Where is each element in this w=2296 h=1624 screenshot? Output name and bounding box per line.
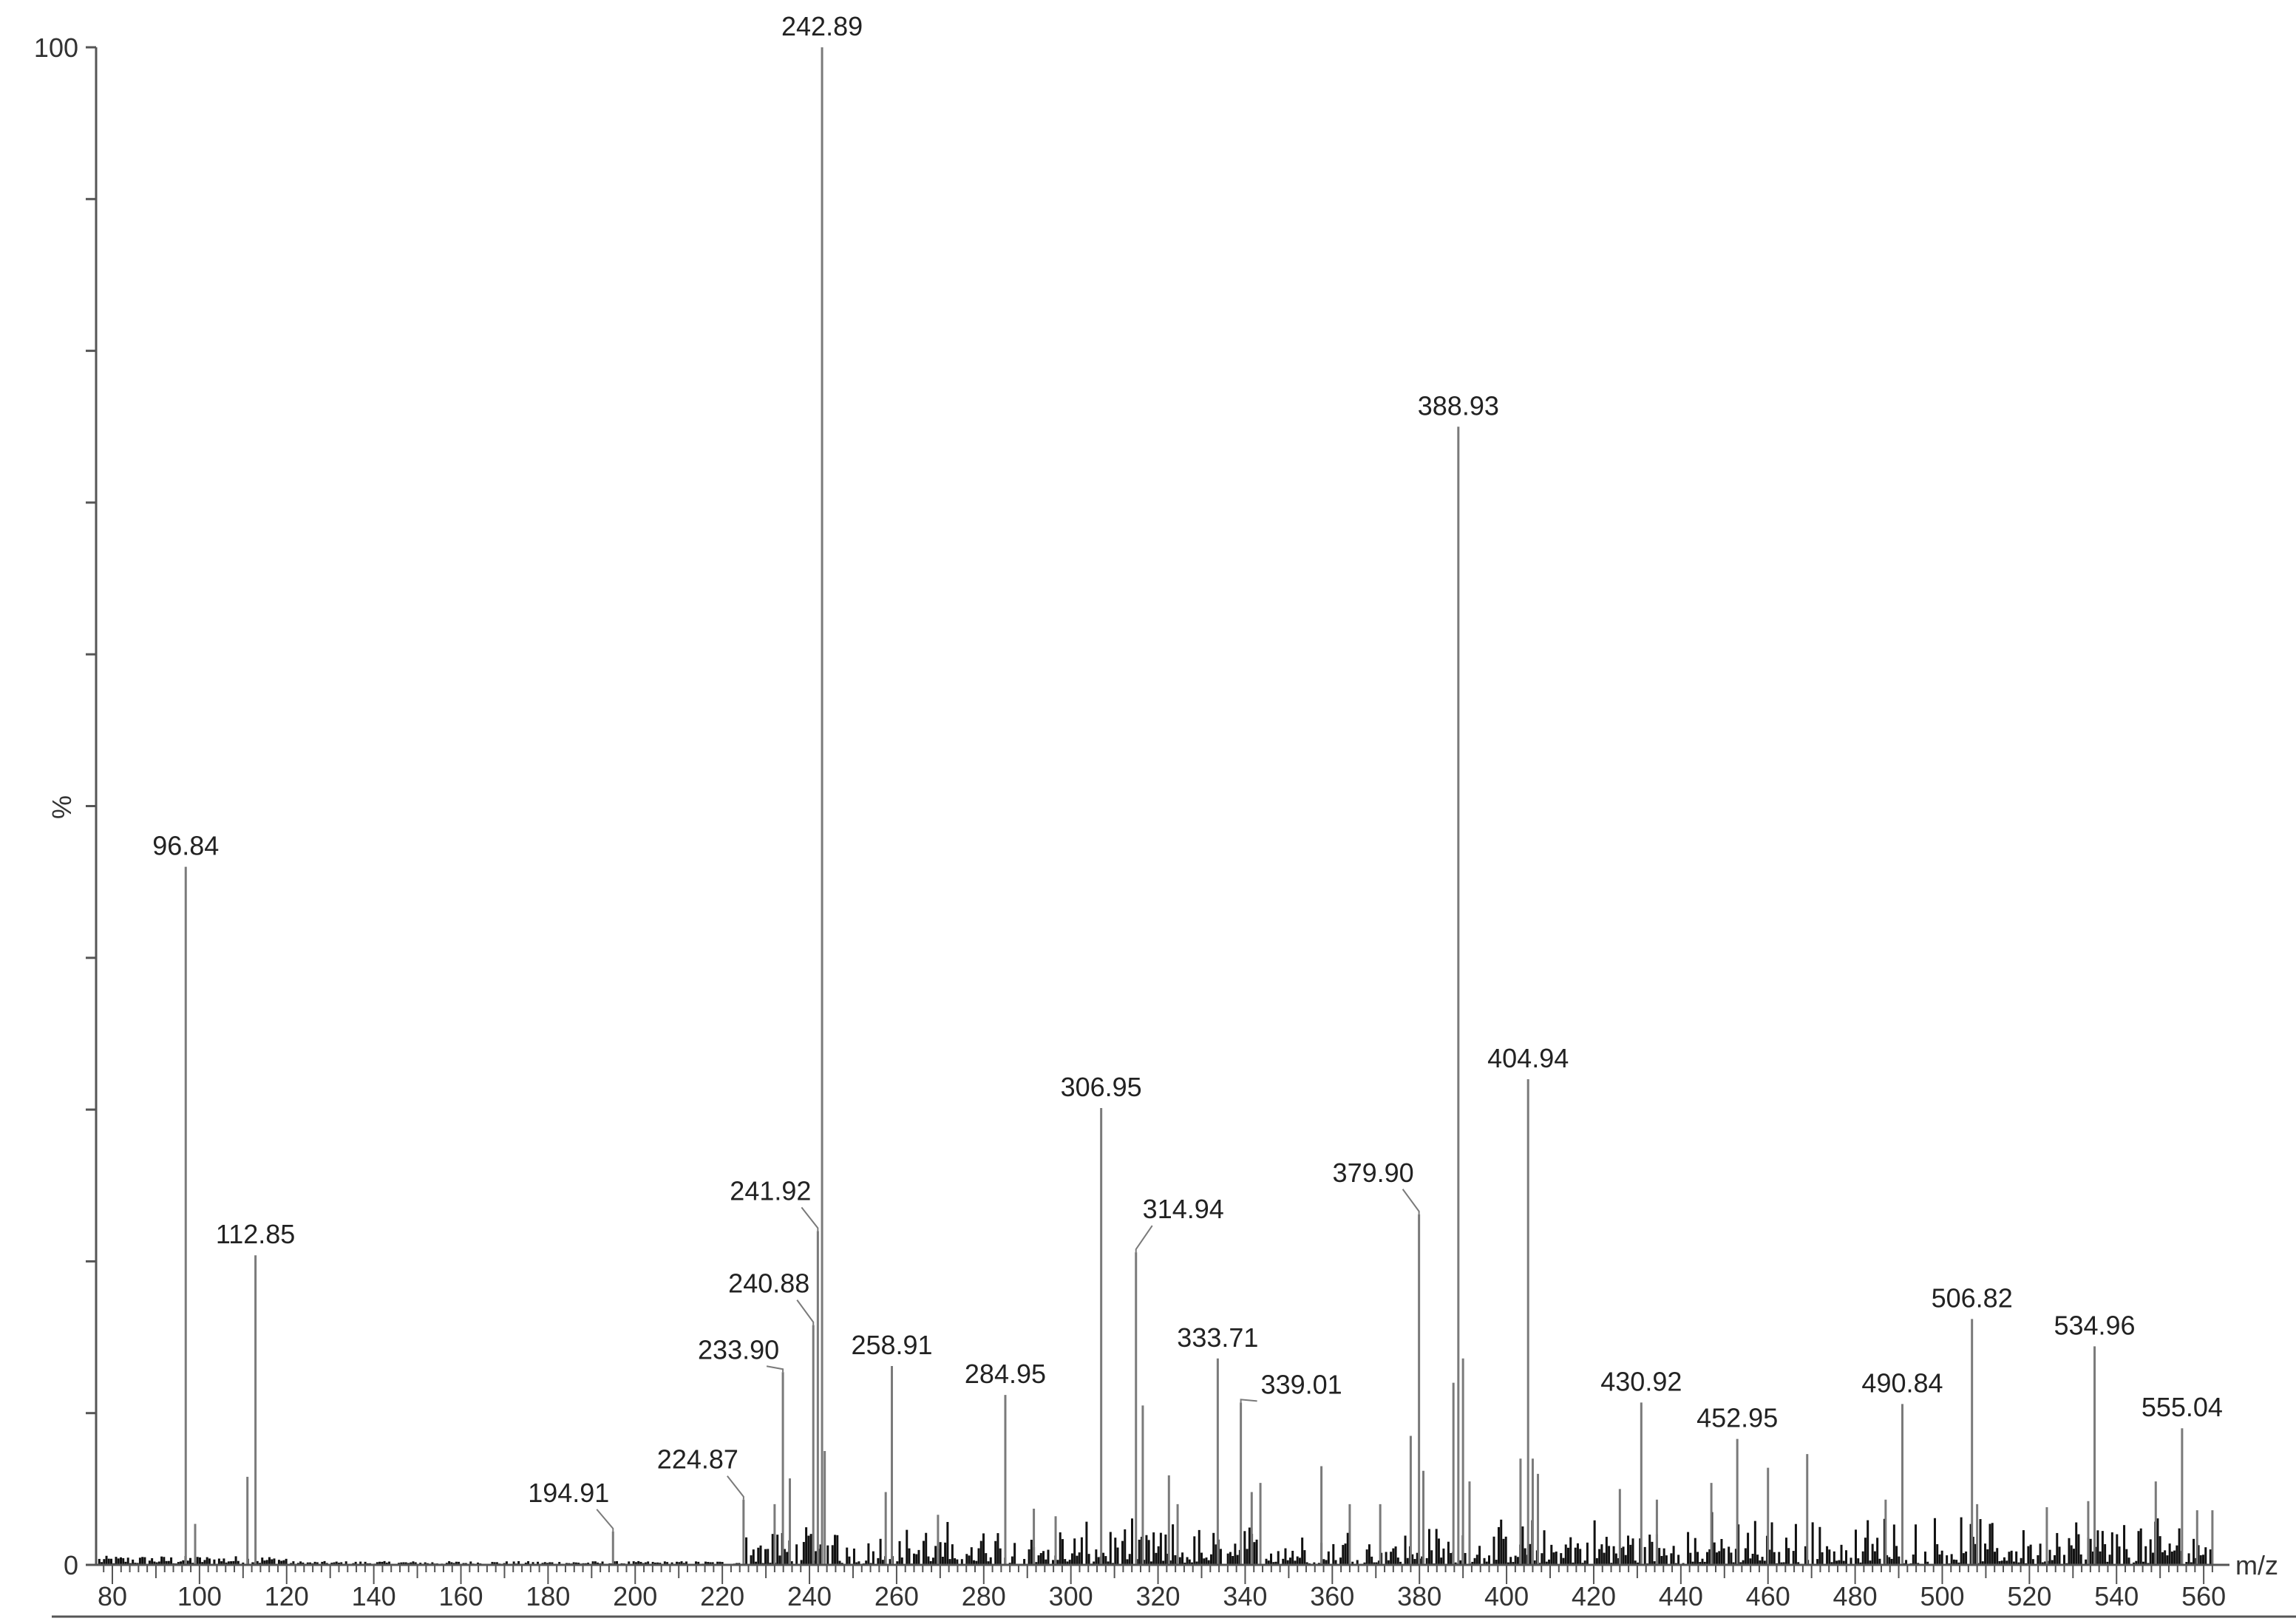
x-tick-label-180: 180 [526,1581,570,1611]
peak-label-452.95: 452.95 [1696,1403,1778,1433]
x-ticks-group: 80 100 120 140 160 180 200 220 240 260 280 300 320 34… [98,1565,2226,1611]
x-tick-label-420: 420 [1572,1581,1616,1611]
peak-label-96.84: 96.84 [152,831,219,861]
peak-label-240.88: 240.88 [728,1268,809,1299]
peak-label-306.95: 306.95 [1061,1072,1142,1102]
peak-label-242.89: 242.89 [781,11,863,41]
x-tick-label-540: 540 [2094,1581,2139,1611]
x-tick-label-380: 380 [1397,1581,1441,1611]
peak-label-314.94: 314.94 [1143,1194,1224,1224]
x-tick-label-460: 460 [1746,1581,1790,1611]
x-tick-label-480: 480 [1833,1581,1878,1611]
peak-label-555.04: 555.04 [2142,1392,2223,1422]
x-tick-label-260: 260 [874,1581,919,1611]
baseline-noise [98,1512,2212,1565]
x-tick-label-440: 440 [1659,1581,1703,1611]
x-tick-label-300: 300 [1049,1581,1093,1611]
peak-label-506.82: 506.82 [1932,1282,2013,1313]
peak-label-379.90: 379.90 [1333,1158,1414,1188]
y-axis-title: % [47,795,77,819]
peak-label-388.93: 388.93 [1418,390,1499,421]
peak-label-333.71: 333.71 [1177,1322,1258,1353]
peak-label-224.87: 224.87 [657,1444,738,1475]
x-tick-label-520: 520 [2007,1581,2051,1611]
x-axis-title: m/z [2235,1550,2278,1580]
x-tick-label-320: 320 [1136,1581,1181,1611]
x-tick-label-120: 120 [265,1581,309,1611]
x-tick-label-360: 360 [1310,1581,1354,1611]
peak-leader-line [801,1206,819,1231]
peak-label-112.85: 112.85 [216,1219,295,1249]
x-tick-label-140: 140 [352,1581,396,1611]
x-tick-label-80: 80 [98,1581,127,1611]
y-tick-label-0: 0 [64,1550,78,1580]
x-tick-label-560: 560 [2181,1581,2226,1611]
x-tick-label-340: 340 [1223,1581,1267,1611]
peak-label-534.96: 534.96 [2054,1310,2135,1340]
peak-label-430.92: 430.92 [1600,1366,1682,1396]
peaks-group [184,47,2214,1565]
peak-label-339.01: 339.01 [1261,1369,1342,1399]
peak-leader-line [596,1509,614,1532]
peak-label-490.84: 490.84 [1861,1368,1943,1398]
peak-label-241.92: 241.92 [730,1175,811,1206]
peak-leader-line [727,1475,744,1500]
x-tick-label-200: 200 [613,1581,657,1611]
peak-label-194.91: 194.91 [528,1478,609,1508]
peak-leader-line [796,1299,815,1325]
peak-label-404.94: 404.94 [1487,1043,1569,1073]
peak-labels-group: 96.84 112.85 194.91 224.87 233.90 240.88 241.9… [152,11,2223,1532]
x-tick-label-220: 220 [700,1581,744,1611]
x-tick-label-500: 500 [1920,1581,1964,1611]
peak-label-258.91: 258.91 [851,1330,932,1360]
peak-label-284.95: 284.95 [965,1359,1046,1389]
x-tick-label-280: 280 [962,1581,1006,1611]
x-tick-label-160: 160 [438,1581,483,1611]
peak-leader-line [1240,1399,1257,1403]
peak-leader-line [766,1365,784,1373]
axes-group: 80 100 120 140 160 180 200 220 240 260 280 300 320 34… [34,33,2296,1618]
y-tick-label-100: 100 [34,33,78,63]
peak-leader-line [1135,1225,1153,1253]
peak-leader-line [1402,1189,1420,1214]
y-ticks-group [86,46,96,1566]
x-tick-label-100: 100 [177,1581,222,1611]
x-tick-label-400: 400 [1484,1581,1529,1611]
peak-label-233.90: 233.90 [698,1334,779,1365]
x-tick-label-240: 240 [787,1581,832,1611]
